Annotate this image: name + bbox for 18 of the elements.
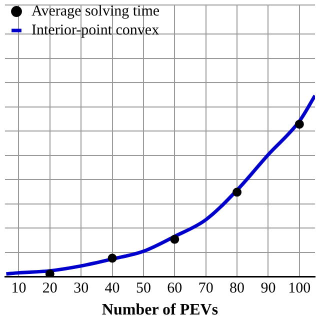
legend-label: Average solving time <box>32 3 160 20</box>
x-tick-label: 50 <box>136 280 151 297</box>
x-tick-label: 10 <box>11 280 26 297</box>
point <box>232 188 242 197</box>
x-tick-label: 60 <box>167 280 182 297</box>
x-tick-label: 40 <box>104 280 120 297</box>
x-tick-label: 90 <box>260 280 276 297</box>
x-tick-label: 100 <box>288 280 311 297</box>
point <box>294 120 304 129</box>
point <box>170 234 180 244</box>
point <box>45 269 54 277</box>
x-axis-title: Number of PEVs <box>102 302 218 319</box>
point <box>108 254 117 263</box>
legend-label: Interior-point convex <box>32 22 160 38</box>
x-tick-label: 70 <box>198 280 214 297</box>
x-tick-label: 30 <box>74 280 89 297</box>
x-tick-label: 20 <box>42 280 58 297</box>
x-tick-label: 80 <box>230 280 245 297</box>
